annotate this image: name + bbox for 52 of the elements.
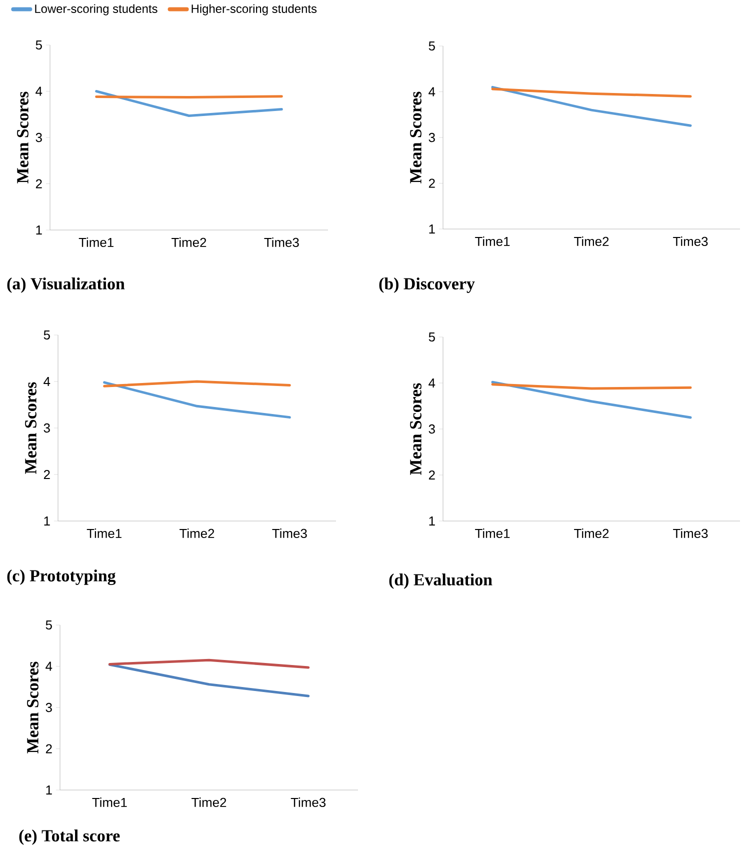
y-tick-label: 1: [46, 786, 52, 794]
x-tick-label: Time1: [475, 528, 510, 538]
y-axis-title: Mean Scores: [410, 383, 422, 475]
text: (c) Prototyping: [7, 570, 116, 586]
y-tick-label: 3: [428, 424, 435, 434]
legend-label: Higher-scoring students: [192, 4, 317, 16]
x-tick-label: Time3: [264, 238, 299, 248]
x-tick-label: Time1: [78, 238, 114, 248]
x-tick-label: Time3: [272, 528, 307, 538]
y-tick-label: 5: [36, 40, 42, 50]
y-tick-label: 4: [428, 87, 436, 96]
x-tick-label: Time3: [673, 236, 708, 246]
y-tick-label: 1: [44, 516, 50, 526]
y-tick-label: 2: [46, 744, 52, 754]
y-tick-label: 5: [428, 41, 435, 51]
y-tick-label: 5: [44, 330, 50, 340]
y-tick-label: 2: [428, 178, 435, 188]
x-tick-label: Time2: [574, 236, 609, 246]
y-axis-title: Mean Scores: [410, 92, 422, 184]
x-tick-label: Time1: [92, 798, 127, 808]
x-tick-label: Time2: [574, 528, 609, 538]
x-tick-label: Time1: [475, 236, 510, 246]
text: (b) Discovery: [379, 278, 475, 293]
y-tick-label: 1: [429, 516, 435, 526]
y-axis-title: Mean Scores: [17, 92, 28, 184]
x-tick-label: Time3: [673, 528, 708, 538]
x-tick-label: Time3: [290, 798, 326, 808]
y-tick-label: 3: [428, 132, 435, 142]
legend-label: Lower-scoring students: [35, 4, 158, 16]
y-tick-label: 4: [428, 378, 436, 388]
x-tick-label: Time1: [86, 528, 122, 538]
y-axis-title: Mean Scores: [25, 382, 36, 474]
y-tick-label: 2: [44, 470, 50, 480]
x-tick-label: Time2: [172, 238, 206, 248]
y-tick-label: 4: [36, 86, 42, 96]
y-axis-title: Mean Scores: [27, 662, 38, 754]
text: (d) Evaluation: [389, 574, 492, 589]
text: (a) Visualization: [7, 278, 125, 293]
y-tick-label: 1: [36, 226, 42, 234]
y-tick-label: 3: [44, 423, 50, 433]
y-tick-label: 5: [46, 620, 52, 630]
y-tick-label: 4: [46, 662, 52, 671]
y-tick-label: 1: [429, 224, 435, 234]
y-tick-label: 5: [428, 332, 435, 342]
x-tick-label: Time2: [180, 528, 214, 538]
x-tick-label: Time2: [192, 798, 226, 808]
y-tick-label: 4: [44, 377, 50, 386]
text: (e) Total score: [19, 830, 120, 845]
y-tick-label: 3: [46, 702, 52, 712]
y-tick-label: 3: [36, 132, 42, 142]
y-tick-label: 2: [36, 179, 42, 188]
y-tick-label: 2: [428, 470, 435, 480]
